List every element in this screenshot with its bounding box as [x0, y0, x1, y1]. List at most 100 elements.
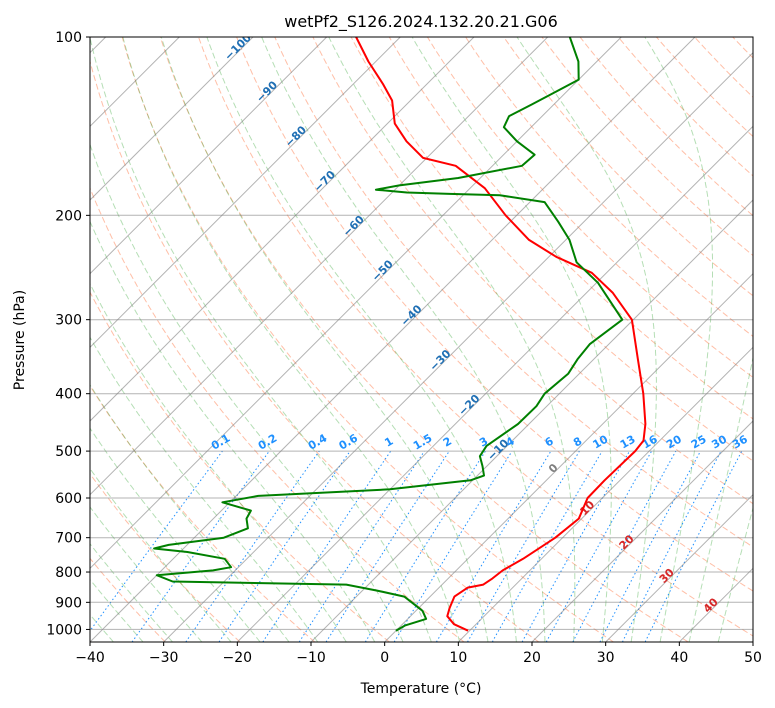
mixing-ratio-label: 0.1 [209, 432, 232, 453]
dry-adiabat-label: −50 [369, 257, 396, 284]
moist-adiabat [90, 578, 144, 642]
moist-adiabat [90, 506, 203, 642]
mixing-ratio-line [599, 450, 701, 642]
dry-adiabat [90, 59, 540, 642]
y-axis-label: Pressure (hPa) [12, 290, 28, 390]
dry-adiabat [274, 37, 753, 548]
x-tick-label: −20 [223, 650, 253, 666]
mixing-ratio-line [572, 450, 677, 642]
y-tick-label: 400 [55, 387, 82, 403]
isotherm [678, 567, 753, 642]
mixing-ratio-label: 0.4 [306, 431, 330, 452]
mixing-ratio-line [262, 450, 392, 642]
mixing-ratio-line [644, 450, 743, 642]
dry-adiabat-label: −100 [222, 31, 254, 63]
mixing-ratio-label: 2 [441, 435, 454, 450]
mixing-ratio-label: 10 [590, 432, 610, 451]
dry-adiabat-label: −40 [398, 302, 425, 329]
y-tick-label: 700 [55, 531, 82, 547]
chart-title: wetPf2_S126.2024.132.20.21.G06 [284, 12, 558, 32]
moist-adiabat [411, 37, 612, 642]
mixing-ratio-line [521, 450, 630, 642]
moist-adiabat [122, 37, 461, 642]
x-tick-label: 40 [670, 650, 688, 666]
isotherm [236, 125, 753, 642]
mixing-ratio-line [131, 450, 270, 642]
isotherm [163, 51, 753, 642]
isotherm [605, 493, 753, 642]
dewpoint-profile [153, 37, 624, 632]
dry-adiabat [90, 384, 316, 642]
moist-adiabat [644, 37, 713, 642]
y-tick-label: 100 [55, 30, 82, 46]
x-tick-label: 0 [380, 650, 389, 666]
moist-adiabat [90, 383, 290, 642]
y-tick-label: 200 [55, 208, 82, 224]
mixing-ratio-line [90, 450, 223, 632]
mixing-ratio-label: 13 [618, 433, 638, 452]
isotherm [384, 272, 753, 642]
temperature-profile [355, 37, 647, 632]
moist-adiabat [328, 37, 576, 642]
dry-adiabat [90, 186, 465, 642]
x-tick-label: −30 [149, 650, 179, 666]
mixing-ratio-label: 8 [571, 435, 584, 450]
moist-adiabat [90, 220, 376, 642]
mixing-ratio-line [218, 450, 351, 642]
dry-adiabat [656, 37, 753, 138]
y-tick-label: 1000 [46, 622, 82, 638]
mixing-ratio-line [621, 450, 722, 642]
isotherm [90, 37, 549, 496]
mixing-ratio-line [545, 450, 653, 642]
dry-adiabat [694, 37, 753, 98]
plot-frame [89, 36, 754, 643]
isotherm [90, 37, 328, 275]
moist-adiabat [90, 543, 173, 642]
isotherm-label: 40 [701, 595, 721, 615]
isotherm [90, 37, 622, 570]
dry-adiabat [312, 37, 753, 505]
isotherm-label: 20 [617, 532, 637, 552]
x-tick-label: 10 [449, 650, 467, 666]
isotherm [752, 641, 753, 642]
isotherm [531, 420, 753, 642]
moist-adiabat [160, 37, 489, 642]
moist-adiabat [90, 142, 404, 642]
x-tick-label: −10 [296, 650, 326, 666]
moist-adiabat [90, 37, 432, 642]
isotherm [90, 37, 475, 422]
dry-adiabat [350, 37, 753, 462]
mixing-ratio-label: 1.5 [411, 432, 434, 453]
dry-adiabat [732, 37, 753, 59]
y-tick-label: 500 [55, 444, 82, 460]
dry-adiabat [90, 472, 241, 642]
isotherm [90, 37, 401, 349]
mixing-ratio-label: 20 [664, 432, 684, 451]
dry-adiabat [503, 37, 753, 297]
moist-adiabat [90, 467, 232, 642]
y-tick-label: 300 [55, 313, 82, 329]
dry-adiabat [90, 557, 166, 642]
mixing-ratio-label: 30 [709, 432, 729, 451]
dry-adiabat [771, 37, 775, 642]
mixing-ratio-label: 6 [543, 434, 556, 449]
mixing-ratio-label: 1 [382, 435, 395, 450]
mixing-ratio-label: 3 [477, 435, 490, 450]
moist-adiabat [90, 427, 261, 642]
mixing-ratio-line [298, 450, 425, 642]
dry-adiabat [90, 291, 390, 642]
moist-adiabat [261, 37, 546, 642]
dry-adiabat [426, 37, 753, 379]
x-tick-label: 50 [744, 650, 762, 666]
isotherm [457, 346, 753, 642]
moist-adiabat [516, 37, 657, 642]
dry-adiabat [388, 37, 753, 420]
y-tick-label: 600 [55, 491, 82, 507]
dry-adiabat [159, 37, 689, 642]
x-tick-label: 30 [597, 650, 615, 666]
dry-adiabat-label: −90 [254, 78, 281, 105]
isotherm [90, 37, 254, 201]
mixing-ratio-line [393, 450, 513, 642]
x-axis: −40 −30 −20 −10 0 10 20 30 40 50 [75, 642, 762, 666]
